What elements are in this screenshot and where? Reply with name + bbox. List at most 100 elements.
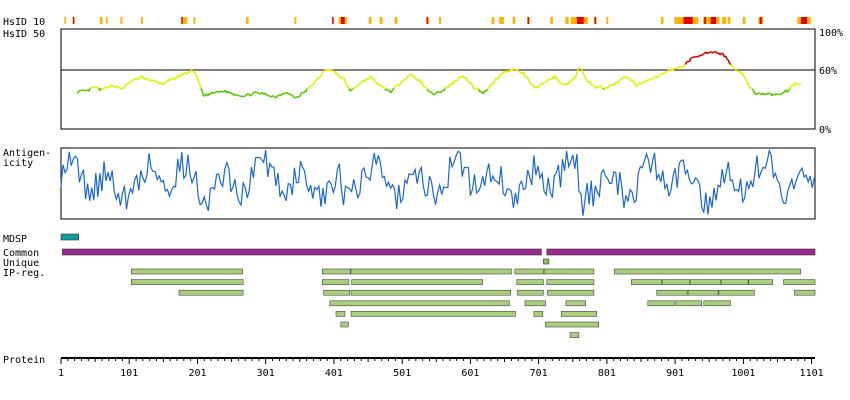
hsid50-segment: [410, 73, 414, 78]
hsid50-segment: [227, 90, 231, 94]
hsid50-segment: [775, 92, 778, 95]
hsid50-segment: [517, 69, 521, 73]
hsid50-segment: [441, 89, 444, 92]
hsid50-segment: [99, 88, 102, 92]
hsid50-segment: [774, 93, 777, 96]
ip-region-segment: [545, 321, 600, 328]
hsid10-block: [512, 17, 516, 24]
hsid50-segment: [794, 82, 798, 85]
hsid10-block: [99, 17, 103, 24]
hsid50-segment: [472, 87, 475, 90]
hsid50-segment: [750, 86, 753, 90]
ip-region-segment: [565, 300, 587, 307]
label-antigenicity-line1: Antigen-: [3, 148, 51, 159]
hsid50-segment: [549, 78, 552, 81]
hsid50-segment: [280, 93, 283, 97]
hsid50-segment: [125, 82, 128, 86]
hsid50-segment: [643, 80, 646, 83]
protein-tick-label: 1: [58, 368, 64, 379]
hsid50-segment: [480, 90, 484, 94]
hsid50-segment: [640, 82, 643, 85]
hsid50-segment: [712, 50, 716, 54]
hsid10-block: [106, 17, 108, 24]
hsid50-segment: [322, 69, 325, 73]
hsid50-segment: [144, 77, 147, 80]
hsid50-segment: [651, 76, 655, 80]
hsid50-segment: [580, 69, 584, 73]
hsid50-segment: [620, 78, 623, 81]
protein-tick-label: 301: [257, 368, 275, 379]
hsid50-segment: [559, 82, 563, 85]
hsid50-segment: [439, 90, 443, 94]
hsid50-segment: [106, 86, 109, 89]
hsid10-block: [727, 17, 731, 24]
hsid50-segment: [178, 73, 182, 78]
hsid10-block: [245, 17, 249, 24]
ip-region-segment: [178, 289, 244, 296]
hsid50-segment: [581, 71, 585, 75]
hsid50-segment: [444, 86, 448, 89]
hsid50-segment: [298, 95, 301, 98]
hsid50-segment: [88, 87, 92, 92]
hsid50-segment: [501, 72, 504, 75]
hsid50-segment: [755, 92, 759, 96]
ip-region-segment: [323, 289, 350, 296]
hsid50-segment: [438, 91, 441, 94]
protein-tick-label: 901: [666, 368, 684, 379]
ip-region-segment: [631, 279, 662, 285]
hsid10-block: [550, 17, 553, 24]
hsid50-segment: [790, 84, 793, 87]
hsid50-segment: [571, 78, 574, 81]
hsid50-segment: [567, 81, 571, 86]
hsid50-segment: [193, 71, 197, 76]
protein-tick-label: 201: [188, 368, 206, 379]
hsid10-hot-block: [341, 17, 345, 24]
ip-region-segment: [533, 311, 544, 317]
hsid50-segment: [138, 76, 141, 80]
hsid50-segment: [153, 79, 156, 82]
protein-tick-label: 601: [461, 368, 479, 379]
hsid50-segment: [110, 83, 113, 87]
label-unique: Unique: [3, 258, 39, 269]
hsid50-segment: [678, 66, 681, 69]
ip-region-segment: [131, 279, 244, 285]
hsid50-segment: [380, 85, 383, 88]
hsid50-segment: [634, 84, 637, 87]
hsid50-segment: [216, 90, 219, 93]
hsid50-segment: [786, 90, 789, 93]
hsid50-segment: [686, 60, 689, 63]
label-mdsp: MDSP: [3, 234, 27, 245]
hsid50-segment: [780, 92, 783, 95]
hsid50-segment: [470, 83, 473, 86]
hsid50-segment: [673, 67, 677, 70]
hsid50-segment: [166, 79, 169, 83]
hsid50-segment: [466, 78, 470, 83]
hsid50-segment: [346, 86, 350, 90]
hsid50-segment: [706, 51, 710, 55]
hsid50-segment: [433, 93, 436, 96]
hsid50-segment: [319, 74, 323, 78]
hsid50-segment: [548, 78, 551, 81]
hsid50-segment: [693, 55, 696, 58]
hsid50-segment: [719, 52, 723, 56]
ip-region-segment: [329, 300, 510, 307]
antigenicity-panel: [60, 147, 816, 220]
label-ip-reg: IP-reg.: [3, 268, 45, 279]
hsid50-segment: [419, 80, 422, 84]
hsid50-segment: [520, 72, 523, 75]
hsid50-segment: [229, 91, 232, 94]
hsid50-segment: [279, 94, 281, 97]
hsid50-segment: [201, 90, 205, 97]
hsid50-segment: [384, 88, 387, 91]
hsid50-segment: [705, 51, 708, 55]
hsid50-segment: [294, 96, 297, 99]
hsid50-segment: [506, 69, 509, 73]
hsid50-segment: [499, 73, 503, 76]
hsid10-block: [368, 17, 372, 24]
hsid50-segment: [150, 79, 153, 82]
hsid50-segment: [762, 92, 766, 96]
ip-region-segment: [351, 279, 484, 285]
hsid50-segment: [641, 81, 645, 84]
protein-tick-label: 801: [598, 368, 616, 379]
hsid50-segment: [613, 81, 617, 85]
